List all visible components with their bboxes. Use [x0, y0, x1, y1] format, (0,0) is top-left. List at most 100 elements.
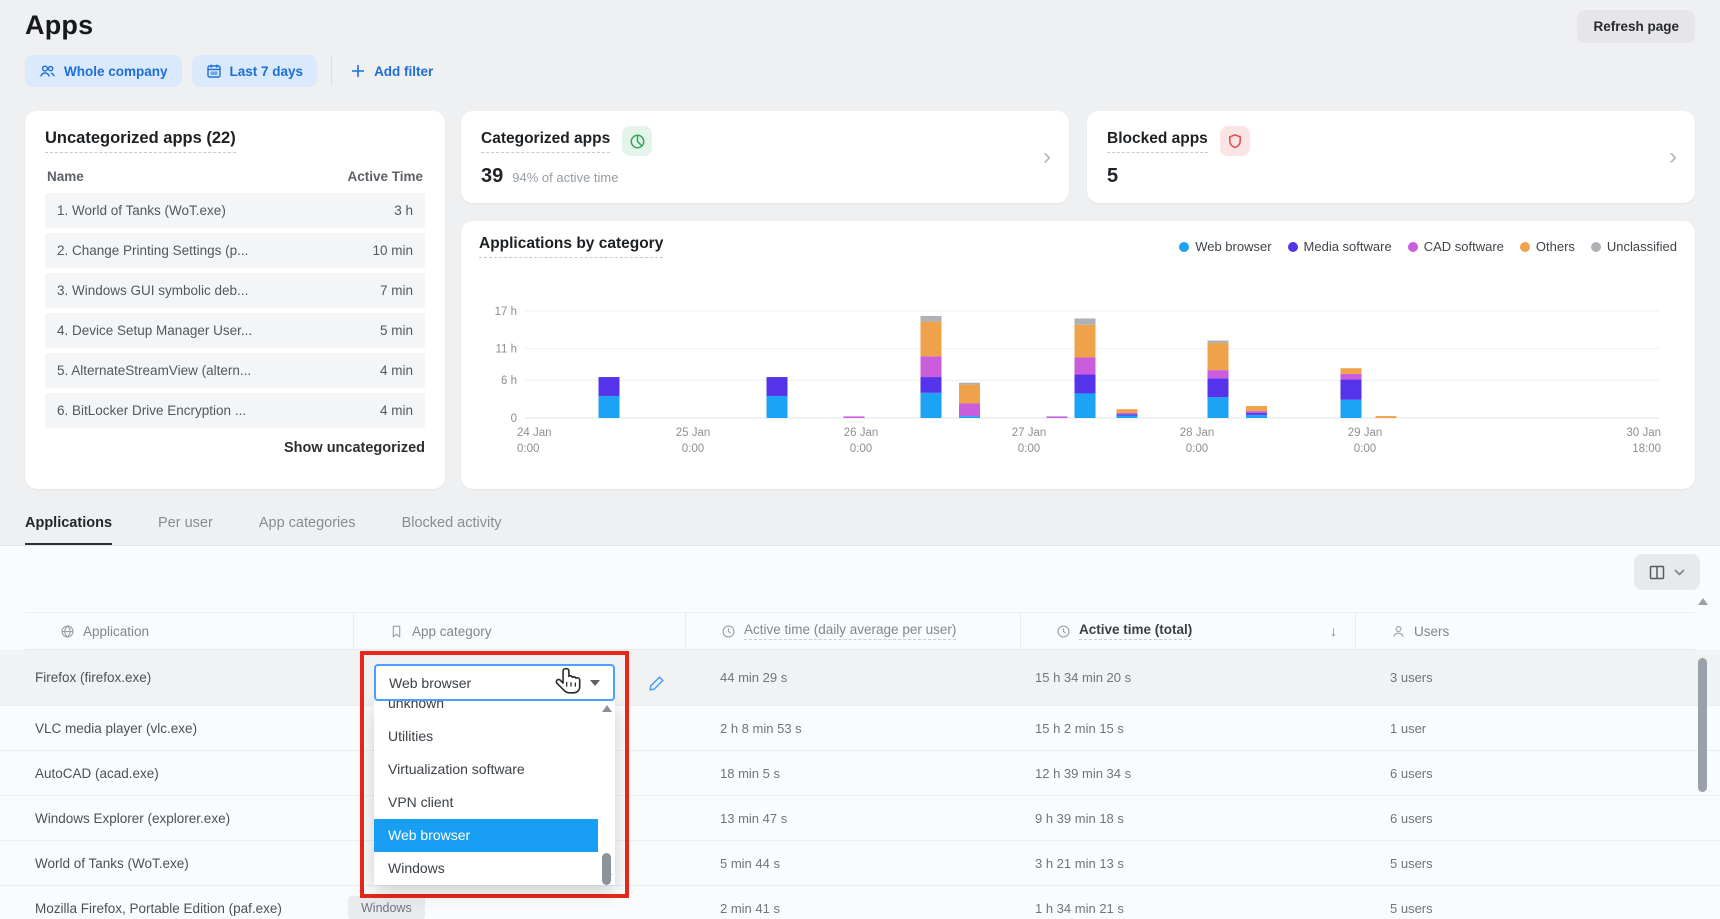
- legend-color-dot: [1591, 242, 1601, 252]
- scroll-up-arrow-icon[interactable]: [1698, 598, 1708, 605]
- application-cell: Windows Explorer (explorer.exe): [0, 796, 328, 840]
- app-category-dropdown-menu: unknownUtilitiesVirtualization softwareV…: [374, 701, 615, 885]
- stacked-bar-chart: 06 h11 h17 h24 Jan0:0025 Jan0:0026 Jan0:…: [479, 268, 1675, 464]
- table-row[interactable]: Mozilla Firefox, Portable Edition (paf.e…: [0, 886, 1720, 919]
- uncategorized-app-time: 5 min: [380, 323, 413, 338]
- filter-bar: Whole company Last 7 days Add filter: [25, 55, 1695, 87]
- uncategorized-app-name: 4. Device Setup Manager User...: [57, 323, 252, 338]
- edit-category-pencil-icon[interactable]: [648, 674, 666, 692]
- legend-item[interactable]: Web browser: [1179, 239, 1271, 254]
- table-row[interactable]: Windows Explorer (explorer.exe)13 min 47…: [0, 796, 1720, 841]
- column-header-active-time-total-[interactable]: Active time (total)↓: [1020, 613, 1355, 649]
- table-toolbar: [0, 546, 1720, 598]
- uncategorized-app-name: 3. Windows GUI symbolic deb...: [57, 283, 248, 298]
- column-header-label: Application: [83, 624, 149, 639]
- svg-text:27 Jan: 27 Jan: [1012, 427, 1047, 439]
- add-filter-button[interactable]: Add filter: [336, 63, 447, 79]
- filter-divider: [331, 56, 332, 86]
- dropdown-option-utilities[interactable]: Utilities: [374, 720, 615, 753]
- section-tabs: Applications Per user App categories Blocke…: [0, 515, 1720, 546]
- svg-text:0:00: 0:00: [517, 443, 539, 455]
- dropdown-scroll-down-icon[interactable]: [602, 874, 612, 881]
- page-title: Apps: [25, 10, 93, 41]
- column-header-label: Active time (daily average per user): [744, 622, 956, 640]
- categorized-apps-card[interactable]: Categorized apps 39 94% of active time ›: [461, 111, 1069, 203]
- app-category-select[interactable]: Web browser: [374, 664, 615, 701]
- legend-item[interactable]: Others: [1520, 239, 1575, 254]
- table-row[interactable]: World of Tanks (WoT.exe) 5 min 44 s3 h 21…: [0, 841, 1720, 886]
- total-time-cell: 3 h 21 min 13 s: [995, 841, 1330, 885]
- blocked-apps-count: 5: [1107, 165, 1118, 188]
- column-header-users[interactable]: Users: [1355, 613, 1695, 649]
- dropdown-option-web-browser[interactable]: Web browser: [374, 819, 598, 852]
- uncategorized-app-time: 4 min: [380, 403, 413, 418]
- dropdown-option-windows[interactable]: Windows: [374, 852, 615, 885]
- application-cell: World of Tanks (WoT.exe): [0, 841, 328, 885]
- table-body: Firefox (firefox.exe)44 min 29 s15 h 34 …: [0, 650, 1720, 919]
- calendar-icon: [206, 63, 222, 79]
- chart-title: Applications by category: [479, 235, 663, 258]
- dropdown-option-vpn-client[interactable]: VPN client: [374, 786, 615, 819]
- svg-text:29 Jan: 29 Jan: [1348, 427, 1383, 439]
- uncategorized-app-row: 3. Windows GUI symbolic deb...7 min: [45, 273, 425, 308]
- table-row[interactable]: AutoCAD (acad.exe)18 min 5 s12 h 39 min …: [0, 751, 1720, 796]
- dropdown-option-virtualization-software[interactable]: Virtualization software: [374, 753, 615, 786]
- total-time-cell: 12 h 39 min 34 s: [995, 751, 1330, 795]
- svg-text:6 h: 6 h: [501, 375, 517, 387]
- table-header-row: Application App category Active time (dail…: [25, 612, 1695, 650]
- category-badge: Windows: [348, 896, 425, 919]
- svg-text:30 Jan: 30 Jan: [1626, 427, 1661, 439]
- legend-item[interactable]: CAD software: [1408, 239, 1504, 254]
- svg-text:28 Jan: 28 Jan: [1180, 427, 1215, 439]
- column-header-app-category[interactable]: App category: [353, 613, 685, 649]
- uncategorized-app-name: 1. World of Tanks (WoT.exe): [57, 203, 226, 218]
- column-settings-button[interactable]: [1634, 554, 1700, 590]
- uncategorized-apps-title: Uncategorized apps (22): [45, 129, 236, 153]
- legend-label: Web browser: [1195, 239, 1271, 254]
- daily-average-cell: 5 min 44 s: [660, 841, 995, 885]
- application-cell: Firefox (firefox.exe): [0, 650, 328, 705]
- uncategorized-app-row: 6. BitLocker Drive Encryption ...4 min: [45, 393, 425, 428]
- legend-label: CAD software: [1424, 239, 1504, 254]
- daily-average-cell: 18 min 5 s: [660, 751, 995, 795]
- page-header: Apps Refresh page: [0, 0, 1720, 43]
- uncategorized-apps-card: Uncategorized apps (22) Name Active Time…: [25, 111, 445, 489]
- table-scrollbar[interactable]: [1698, 598, 1708, 913]
- refresh-page-button[interactable]: Refresh page: [1577, 10, 1695, 43]
- svg-text:0: 0: [511, 413, 517, 425]
- show-uncategorized-link[interactable]: Show uncategorized: [45, 440, 425, 456]
- column-header-active-time-daily-average-per-user-[interactable]: Active time (daily average per user): [685, 613, 1020, 649]
- select-caret-icon: [590, 680, 600, 686]
- dropdown-option-unknown[interactable]: unknown: [374, 701, 615, 720]
- columns-icon: [1649, 565, 1666, 580]
- svg-text:0:00: 0:00: [1354, 443, 1376, 455]
- period-filter-chip[interactable]: Last 7 days: [192, 55, 318, 87]
- svg-text:0:00: 0:00: [682, 443, 704, 455]
- legend-item[interactable]: Unclassified: [1591, 239, 1677, 254]
- uncategorized-app-name: 5. AlternateStreamView (altern...: [57, 363, 251, 378]
- app-icon: [60, 624, 75, 639]
- scope-filter-chip[interactable]: Whole company: [25, 55, 182, 87]
- tab-applications[interactable]: Applications: [25, 515, 112, 545]
- table-row[interactable]: VLC media player (vlc.exe)2 h 8 min 53 s…: [0, 706, 1720, 751]
- dropdown-scroll-up-icon[interactable]: [602, 705, 612, 712]
- blocked-apps-title: Blocked apps: [1107, 130, 1208, 153]
- tab-app-categories[interactable]: App categories: [259, 515, 356, 545]
- scrollbar-thumb[interactable]: [1698, 658, 1707, 792]
- dropdown-scrollbar[interactable]: [602, 705, 612, 881]
- daily-average-cell: 2 min 41 s: [660, 886, 995, 919]
- legend-item[interactable]: Media software: [1288, 239, 1392, 254]
- annotation-highlight-box: Web browser unknownUtilitiesVirtualizati…: [360, 651, 629, 898]
- users-cell: 1 user: [1330, 706, 1720, 750]
- table-row[interactable]: Firefox (firefox.exe)44 min 29 s15 h 34 …: [0, 650, 1720, 706]
- tab-per-user[interactable]: Per user: [158, 515, 213, 545]
- uncategorized-app-time: 3 h: [394, 203, 413, 218]
- column-header-application[interactable]: Application: [25, 613, 353, 649]
- chart-legend: Web browser Media software CAD software Oth…: [1179, 239, 1677, 254]
- tab-blocked-activity[interactable]: Blocked activity: [402, 515, 502, 545]
- blocked-apps-card[interactable]: Blocked apps 5 ›: [1087, 111, 1695, 203]
- plus-icon: [350, 63, 366, 79]
- daily-average-cell: 44 min 29 s: [660, 650, 995, 705]
- sort-descending-icon[interactable]: ↓: [1330, 623, 1337, 639]
- svg-text:25 Jan: 25 Jan: [676, 427, 711, 439]
